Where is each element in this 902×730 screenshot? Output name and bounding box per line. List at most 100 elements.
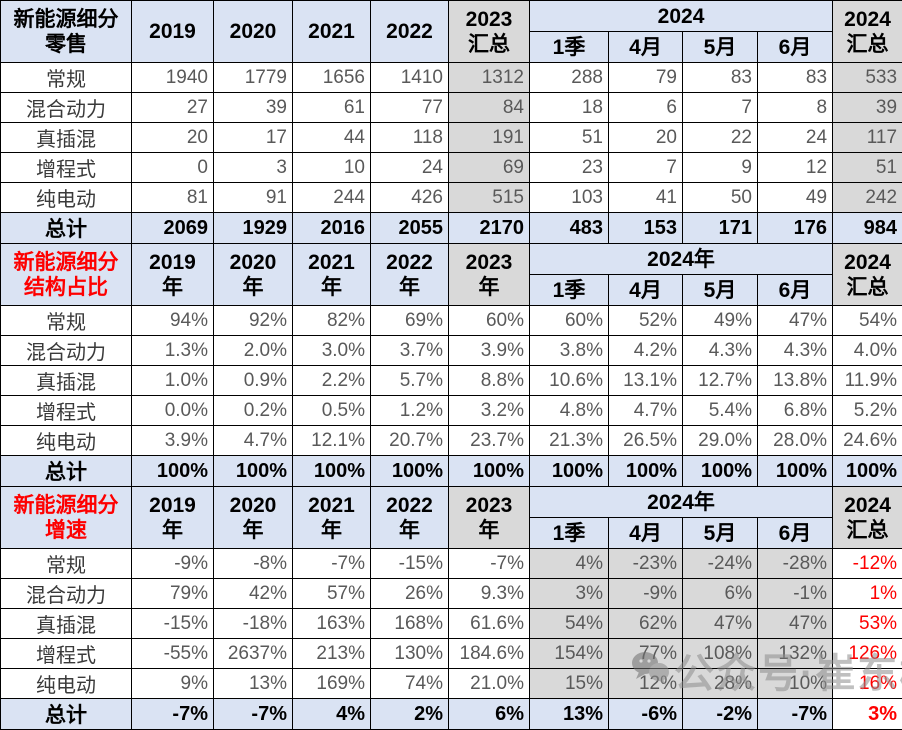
- col-header-period: 5月: [683, 275, 758, 306]
- col-header-year: 2021: [293, 1, 371, 63]
- total-value-cell: 100%: [371, 456, 449, 487]
- total-value-cell: -7%: [758, 699, 833, 730]
- value-cell: 29.0%: [683, 426, 758, 456]
- value-cell: 53%: [833, 609, 902, 639]
- total-value-cell: 2170: [449, 213, 530, 244]
- value-cell: -18%: [214, 609, 293, 639]
- row-label: 纯电动: [1, 183, 132, 213]
- value-cell: -12%: [833, 549, 902, 579]
- col-header-year-line: 2021: [298, 493, 365, 518]
- value-cell: -24%: [683, 549, 758, 579]
- value-cell: 54%: [833, 306, 902, 336]
- total-value-cell: 2016: [293, 213, 371, 244]
- row-label: 增程式: [1, 153, 132, 183]
- value-cell: 1.2%: [371, 396, 449, 426]
- col-header-2024-span: 2024: [530, 1, 833, 32]
- value-cell: 41: [609, 183, 683, 213]
- value-cell: 0.5%: [293, 396, 371, 426]
- value-cell: 52%: [609, 306, 683, 336]
- value-cell: 191: [449, 123, 530, 153]
- value-cell: 533: [833, 63, 902, 93]
- value-cell: 16%: [833, 669, 902, 699]
- total-value-cell: 1929: [214, 213, 293, 244]
- col-header-year-line: 年: [376, 518, 443, 543]
- col-header-2024-total-line: 汇总: [838, 275, 897, 300]
- col-header-year-line: 2022: [376, 493, 443, 518]
- value-cell: 4.7%: [214, 426, 293, 456]
- value-cell: 2.2%: [293, 366, 371, 396]
- value-cell: 9.3%: [449, 579, 530, 609]
- value-cell: 83: [683, 63, 758, 93]
- value-cell: 3.0%: [293, 336, 371, 366]
- value-cell: 154%: [530, 639, 609, 669]
- value-cell: 3.8%: [530, 336, 609, 366]
- table-row: 真插混-15%-18%163%168%61.6%54%62%47%47%53%: [1, 609, 902, 639]
- value-cell: 3.7%: [371, 336, 449, 366]
- total-row-label: 总计: [1, 456, 132, 487]
- value-cell: 213%: [293, 639, 371, 669]
- value-cell: 1779: [214, 63, 293, 93]
- value-cell: 62%: [609, 609, 683, 639]
- total-value-cell: 171: [683, 213, 758, 244]
- col-header-year-line: 2019: [137, 493, 208, 518]
- value-cell: 117: [833, 123, 902, 153]
- section-title-line: 新能源细分: [6, 7, 126, 32]
- value-cell: -55%: [132, 639, 214, 669]
- value-cell: -28%: [758, 549, 833, 579]
- value-cell: 15%: [530, 669, 609, 699]
- value-cell: 6.8%: [758, 396, 833, 426]
- value-cell: 27: [132, 93, 214, 123]
- value-cell: 12.1%: [293, 426, 371, 456]
- total-value-cell: 100%: [530, 456, 609, 487]
- col-header-year-line: 2020: [219, 250, 287, 275]
- total-value-cell: -6%: [609, 699, 683, 730]
- value-cell: -7%: [449, 549, 530, 579]
- col-header-2023-total-line: 年: [454, 275, 524, 300]
- value-cell: 6%: [683, 579, 758, 609]
- value-cell: 50: [683, 183, 758, 213]
- table-row: 增程式-55%2637%213%130%184.6%154%77%108%132…: [1, 639, 902, 669]
- value-cell: 83: [758, 63, 833, 93]
- total-row-label: 总计: [1, 213, 132, 244]
- value-cell: 44: [293, 123, 371, 153]
- col-header-2023-total-line: 2023: [454, 493, 524, 518]
- col-header-2023-total-line: 年: [454, 518, 524, 543]
- value-cell: 47%: [683, 609, 758, 639]
- value-cell: -9%: [132, 549, 214, 579]
- value-cell: 13%: [214, 669, 293, 699]
- value-cell: 4.3%: [683, 336, 758, 366]
- total-row-label: 总计: [1, 699, 132, 730]
- value-cell: 169%: [293, 669, 371, 699]
- value-cell: 0.2%: [214, 396, 293, 426]
- total-value-cell: 483: [530, 213, 609, 244]
- value-cell: 61.6%: [449, 609, 530, 639]
- value-cell: 12: [758, 153, 833, 183]
- value-cell: 24.6%: [833, 426, 902, 456]
- value-cell: 20.7%: [371, 426, 449, 456]
- value-cell: 1940: [132, 63, 214, 93]
- value-cell: 24: [758, 123, 833, 153]
- value-cell: 242: [833, 183, 902, 213]
- value-cell: 4.2%: [609, 336, 683, 366]
- col-header-year-line: 2019: [137, 250, 208, 275]
- col-header-2023-total-line: 2023: [454, 250, 524, 275]
- value-cell: 60%: [449, 306, 530, 336]
- value-cell: 7: [683, 93, 758, 123]
- row-label: 纯电动: [1, 669, 132, 699]
- value-cell: 9: [683, 153, 758, 183]
- value-cell: 3: [214, 153, 293, 183]
- value-cell: -15%: [132, 609, 214, 639]
- value-cell: 2.0%: [214, 336, 293, 366]
- total-value-cell: 4%: [293, 699, 371, 730]
- value-cell: 26%: [371, 579, 449, 609]
